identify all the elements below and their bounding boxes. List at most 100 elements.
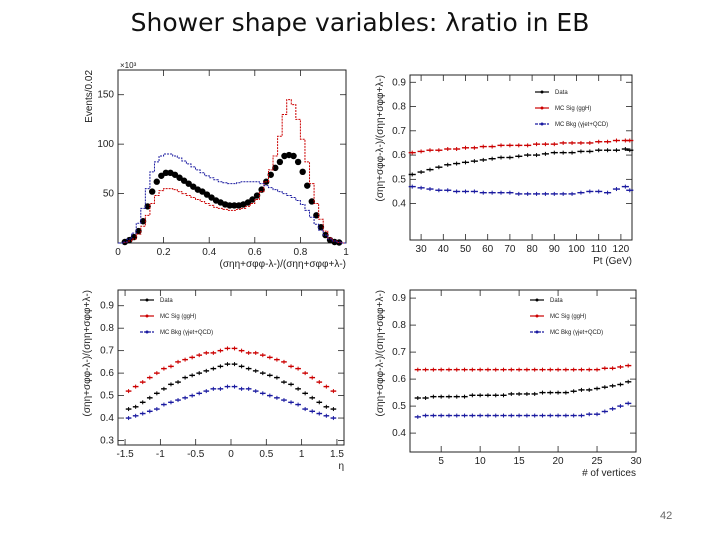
x-tick-label: 10 bbox=[475, 456, 487, 467]
legend-marker bbox=[535, 314, 539, 318]
data-point bbox=[158, 172, 165, 179]
y-tick-label: 0.8 bbox=[392, 320, 406, 331]
data-point bbox=[294, 158, 302, 166]
data-point bbox=[231, 202, 238, 209]
legend-marker bbox=[145, 298, 149, 302]
x-tick-label: 100 bbox=[568, 244, 585, 255]
y-tick-label: 150 bbox=[97, 90, 114, 101]
legend-label: MC Sig (ggH) bbox=[555, 106, 591, 112]
data-point bbox=[249, 196, 256, 203]
legend-label: Data bbox=[550, 298, 563, 304]
x-tick-label: -0.5 bbox=[187, 449, 205, 460]
data-point bbox=[190, 183, 197, 190]
x-tick-label: 25 bbox=[591, 456, 603, 467]
x-axis-label: η bbox=[338, 461, 344, 472]
legend-marker bbox=[535, 330, 539, 334]
chart-ratio-vs-vertices: 5 10 15 20 25 30 0.4 0.5 0.6 0.7 0.8 0.9 # of vertic… bbox=[375, 289, 642, 479]
data-point bbox=[208, 194, 215, 201]
y-tick-label: 0.6 bbox=[100, 368, 114, 379]
y-tick-label: 0.9 bbox=[392, 293, 406, 304]
legend-marker bbox=[540, 122, 544, 126]
legend-marker bbox=[535, 298, 539, 302]
chart-ratio-vs-pt: 30 40 50 60 70 80 90 100 110 120 0.4 0.5 0.6 0.7 0.8 0.… bbox=[375, 74, 634, 267]
x-tick-label: 80 bbox=[527, 244, 539, 255]
plot-frame bbox=[117, 69, 347, 244]
x-tick-label: 15 bbox=[514, 456, 526, 467]
plot-frame bbox=[409, 74, 633, 241]
data-point bbox=[199, 188, 206, 195]
data-point bbox=[139, 218, 147, 225]
data-point bbox=[126, 236, 133, 244]
y-tick-label: 50 bbox=[103, 189, 115, 200]
y-axis-label: (σηη+σφφ-λ-)/(σηη+σφφ+λ-) bbox=[375, 290, 386, 416]
x-tick-label: 0.2 bbox=[157, 247, 171, 258]
x-tick-label: 40 bbox=[438, 244, 450, 255]
y-tick-label: 0.7 bbox=[100, 346, 114, 357]
x-tick-label: 30 bbox=[416, 244, 428, 255]
data-point bbox=[149, 188, 156, 195]
y-axis-label: (σηη+σφφ-λ-)/(σηη+σφφ+λ-) bbox=[375, 75, 386, 201]
chart-ratio-vs-eta: -1.5 -1 -0.5 0 0.5 1 1.5 0.3 0.4 0.5 0.6 0.7 0.8 0.9 η… bbox=[82, 289, 345, 472]
y-tick-label: 0.9 bbox=[100, 301, 114, 312]
y-tick-label: 100 bbox=[97, 139, 114, 150]
data-point bbox=[203, 191, 211, 198]
x-tick-label: 5 bbox=[438, 456, 444, 467]
y-tick-label: 0.5 bbox=[100, 391, 114, 402]
slide-title: Shower shape variables: λratio in EB bbox=[130, 8, 590, 37]
y-tick-label: 0.7 bbox=[392, 347, 406, 358]
y-tick-label: 0.7 bbox=[392, 126, 406, 137]
y-axis-label: (σηη+σφφ-λ-)/(σηη+σφφ+λ-) bbox=[82, 290, 93, 416]
x-tick-label: 0 bbox=[228, 449, 234, 460]
data-point bbox=[308, 198, 315, 205]
y-tick-label: 0.8 bbox=[100, 323, 114, 334]
x-tick-label: 0.6 bbox=[248, 247, 262, 258]
x-tick-label: -1 bbox=[156, 449, 165, 460]
x-tick-label: 120 bbox=[613, 244, 630, 255]
y-tick-label: 0.4 bbox=[392, 199, 406, 210]
legend-label: MC Bkg (γjet+QCD) bbox=[160, 330, 213, 336]
plot-frame bbox=[117, 289, 345, 446]
x-tick-label: 60 bbox=[482, 244, 494, 255]
x-tick-label: 0.4 bbox=[202, 247, 216, 258]
legend-label: MC Sig (ggH) bbox=[550, 314, 586, 320]
data-point bbox=[253, 192, 261, 199]
y-tick-label: 0.9 bbox=[392, 77, 406, 88]
x-tick-label: 50 bbox=[460, 244, 472, 255]
data-point bbox=[135, 227, 142, 235]
data-point bbox=[176, 174, 183, 181]
data-point bbox=[272, 164, 279, 172]
data-point bbox=[185, 180, 192, 187]
data-point bbox=[276, 158, 284, 166]
series-step-2 bbox=[118, 153, 346, 244]
x-tick-label: 0.8 bbox=[293, 247, 307, 258]
legend-label: MC Sig (ggH) bbox=[160, 314, 196, 320]
x-tick-label: 1.5 bbox=[330, 449, 344, 460]
page-number: 42 bbox=[660, 510, 673, 522]
data-point bbox=[317, 223, 325, 231]
data-point bbox=[226, 202, 233, 209]
data-point bbox=[180, 177, 188, 184]
data-point bbox=[299, 168, 306, 176]
legend-label: MC Bkg (γjet+QCD) bbox=[555, 122, 608, 128]
data-point bbox=[171, 171, 179, 178]
y-tick-label: 0.5 bbox=[392, 401, 406, 412]
data-point bbox=[244, 199, 252, 206]
chart-ratio-distribution: 0 0.2 0.4 0.6 0.8 150100150(σηη+σφφ-λ-)/(σηη+… bbox=[84, 61, 349, 270]
x-axis-label: # of vertices bbox=[582, 468, 636, 479]
legend-label: Data bbox=[160, 298, 173, 304]
data-point bbox=[162, 169, 170, 177]
legend-marker bbox=[540, 90, 544, 94]
x-tick-label: 70 bbox=[504, 244, 516, 255]
x-tick-label: 90 bbox=[549, 244, 561, 255]
legend-label: MC Bkg (γjet+QCD) bbox=[550, 330, 603, 336]
data-point bbox=[313, 212, 320, 219]
series-step-1 bbox=[118, 99, 346, 244]
x-tick-label: 20 bbox=[553, 456, 565, 467]
legend-label: Data bbox=[555, 90, 568, 96]
x-axis-label: (σηη+σφφ-λ-)/(σηη+σφφ+λ-) bbox=[220, 259, 346, 270]
x-tick-label: 30 bbox=[630, 456, 642, 467]
x-tick-label: 1 bbox=[343, 247, 349, 258]
legend-marker bbox=[145, 330, 149, 334]
x-tick-label: 0.5 bbox=[259, 449, 273, 460]
data-point bbox=[153, 178, 160, 185]
